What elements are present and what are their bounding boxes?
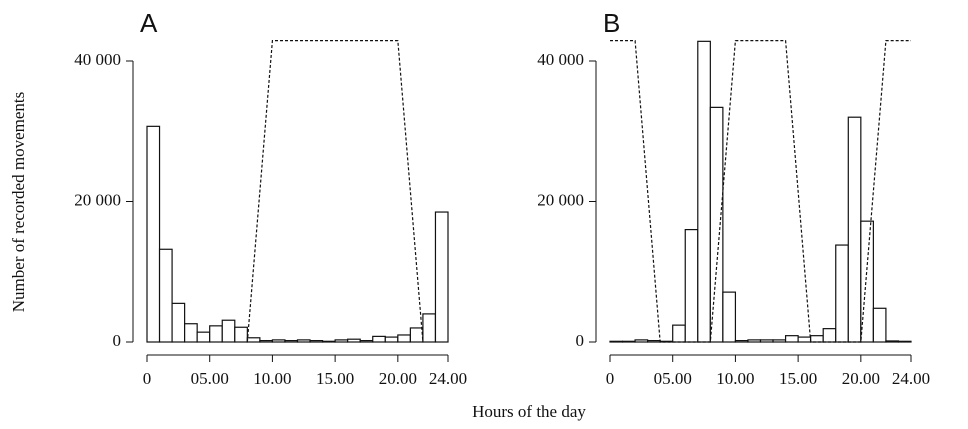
bar	[234, 326, 248, 343]
bar	[684, 229, 699, 343]
bar	[284, 339, 299, 343]
bar	[196, 331, 211, 343]
overlay-line	[610, 40, 911, 343]
bar	[384, 336, 399, 343]
x-tick-label: 15.00	[779, 369, 817, 388]
bar	[609, 340, 624, 343]
x-tick-label: 10.00	[716, 369, 754, 388]
bar	[672, 324, 686, 343]
bar	[347, 338, 361, 343]
bar	[860, 220, 874, 343]
bar	[734, 339, 749, 343]
y-axis-label: Number of recorded movements	[9, 92, 28, 312]
bar	[772, 339, 787, 343]
y-tick-label: 20 000	[537, 190, 584, 209]
x-tick-label: 20.00	[379, 369, 417, 388]
x-tick-label: 05.00	[654, 369, 692, 388]
bar	[659, 340, 674, 343]
bar	[847, 116, 862, 343]
bar	[184, 323, 198, 343]
bar	[409, 327, 424, 343]
bar	[209, 325, 223, 343]
bar	[872, 307, 887, 343]
bar	[647, 339, 661, 343]
x-tick-label: 20.00	[842, 369, 880, 388]
x-tick-label: 05.00	[191, 369, 229, 388]
x-axis-label: Hours of the day	[472, 402, 586, 421]
bar	[759, 339, 774, 343]
bar	[822, 328, 837, 343]
bar	[797, 336, 812, 343]
bar	[621, 340, 636, 343]
bar	[259, 339, 274, 343]
y-tick-label: 0	[576, 331, 585, 350]
overlay-line	[246, 40, 424, 343]
bar	[246, 337, 261, 343]
bar	[321, 340, 336, 343]
bar	[885, 340, 900, 343]
bar	[221, 319, 236, 343]
y-tick-label: 40 000	[537, 50, 584, 69]
bar	[334, 339, 349, 343]
x-tick-label: 0	[606, 369, 615, 388]
panel-title: B	[603, 8, 620, 38]
y-tick-label: 40 000	[74, 50, 121, 69]
bar	[158, 248, 173, 343]
panel-title: A	[140, 8, 158, 38]
bar	[897, 340, 912, 343]
bar	[747, 339, 762, 343]
bar	[434, 211, 449, 343]
bar	[634, 339, 649, 343]
bar	[810, 335, 824, 343]
y-tick-label: 20 000	[74, 190, 121, 209]
bar	[709, 106, 724, 343]
bar	[784, 335, 799, 343]
x-tick-label: 24.00	[429, 369, 467, 388]
bar	[697, 40, 711, 343]
y-tick-label: 0	[113, 331, 122, 350]
x-tick-label: 0	[143, 369, 152, 388]
bar	[835, 244, 849, 343]
bar	[372, 335, 386, 343]
bar	[271, 339, 286, 343]
bar	[309, 339, 324, 343]
bar	[722, 291, 737, 343]
bar	[359, 339, 374, 343]
bar	[171, 302, 186, 343]
bar	[422, 313, 437, 343]
bar	[296, 339, 311, 343]
x-tick-label: 24.00	[892, 369, 930, 388]
x-tick-label: 15.00	[316, 369, 354, 388]
bar	[146, 125, 161, 343]
bar	[397, 334, 411, 343]
x-tick-label: 10.00	[253, 369, 291, 388]
